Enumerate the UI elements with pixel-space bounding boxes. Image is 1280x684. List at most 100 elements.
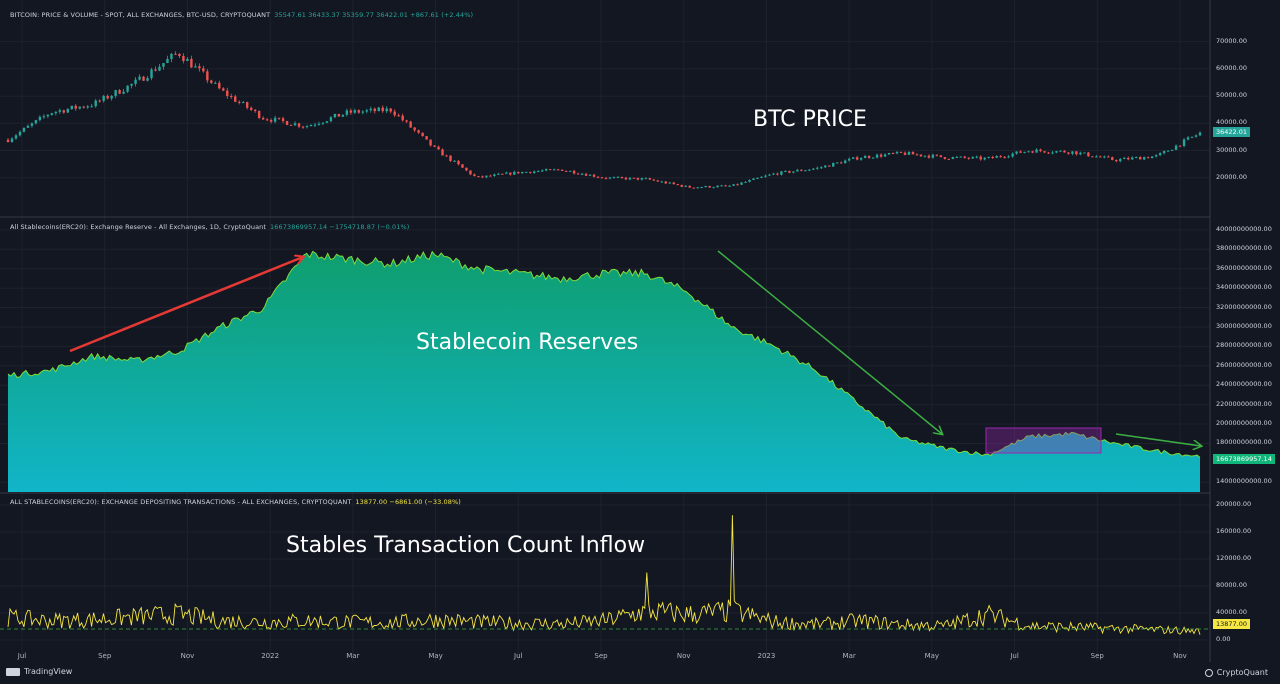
- price-candle: [752, 178, 755, 181]
- price-candle: [903, 152, 907, 155]
- price-candle: [58, 110, 62, 112]
- price-candle: [469, 170, 472, 175]
- price-candle: [1055, 151, 1058, 153]
- price-candle: [927, 155, 931, 158]
- price-candle: [1015, 151, 1018, 154]
- price-candle: [445, 155, 448, 157]
- price-candle: [871, 157, 875, 159]
- price-candle: [529, 171, 532, 173]
- price-candle: [285, 121, 289, 125]
- price-candle: [289, 124, 293, 126]
- price-candle: [832, 162, 835, 167]
- price-candle: [437, 146, 440, 150]
- price-candle: [776, 173, 779, 175]
- price-candle: [98, 100, 101, 102]
- price-last-tag: 36422.01: [1213, 127, 1251, 137]
- price-candle: [66, 109, 69, 113]
- price-candle: [828, 165, 831, 167]
- price-candle: [389, 108, 392, 112]
- price-candle: [1091, 156, 1094, 158]
- price-candle: [660, 181, 664, 183]
- price-candle: [628, 177, 632, 180]
- price-candle: [393, 111, 396, 116]
- price-candle: [218, 82, 221, 89]
- price-candle: [385, 108, 388, 112]
- x-tick-label: Nov: [1173, 652, 1187, 660]
- y-tick-label: 0.00: [1216, 635, 1231, 643]
- price-candle: [1083, 152, 1086, 154]
- price-candle: [544, 169, 548, 171]
- price-candle: [249, 107, 253, 110]
- price-candle: [1194, 135, 1198, 137]
- y-tick-label: 60000.00: [1216, 63, 1248, 72]
- price-candle: [373, 108, 376, 112]
- price-candle: [740, 182, 743, 185]
- price-candle: [1178, 145, 1182, 147]
- x-tick-label: Nov: [676, 652, 691, 660]
- price-candle: [313, 124, 317, 126]
- price-candle: [1162, 151, 1166, 154]
- y-tick-label: 160000.00: [1216, 527, 1252, 535]
- price-candle: [1142, 157, 1146, 160]
- price-candle: [297, 123, 301, 127]
- price-candle: [134, 79, 137, 84]
- price-candle: [1087, 152, 1090, 157]
- price-candle: [457, 160, 460, 165]
- price-candle: [851, 157, 855, 159]
- price-candle: [349, 110, 353, 113]
- price-candle: [497, 173, 500, 175]
- price-candle: [820, 167, 823, 169]
- price-candle: [708, 185, 711, 188]
- price-candle: [6, 139, 10, 142]
- price-candle: [1190, 136, 1194, 138]
- price-candle: [1071, 151, 1074, 154]
- price-candle: [261, 117, 265, 120]
- price-candle: [652, 179, 656, 181]
- price-candle: [461, 164, 464, 168]
- price-candle: [644, 178, 648, 180]
- price-candle: [230, 96, 233, 98]
- price-candle: [855, 157, 859, 160]
- x-tick-label: Mar: [346, 652, 360, 660]
- price-candle: [533, 171, 536, 173]
- x-tick-label: Sep: [1090, 652, 1104, 660]
- price-candle: [194, 66, 197, 68]
- price-candle: [74, 105, 77, 109]
- price-candle: [716, 185, 719, 188]
- price-candle: [182, 56, 185, 62]
- tradingview-logo[interactable]: TradingView: [6, 667, 72, 676]
- price-candle: [907, 151, 911, 155]
- price-candle: [1079, 152, 1082, 155]
- reserve-area: [8, 251, 1200, 492]
- price-candle: [939, 155, 943, 158]
- price-candle: [22, 127, 26, 132]
- price-candle: [995, 156, 998, 158]
- y-tick-label: 50000.00: [1216, 91, 1248, 100]
- price-candle: [94, 100, 97, 107]
- reserve-series: [7, 250, 1201, 492]
- price-candle: [592, 174, 596, 177]
- price-candle: [146, 78, 149, 81]
- price-candle: [86, 106, 89, 108]
- price-candle: [413, 127, 416, 131]
- price-candle: [166, 58, 169, 64]
- price-candle: [409, 121, 412, 128]
- x-tick-label: Jul: [514, 652, 523, 660]
- price-candle: [1154, 155, 1158, 157]
- price-candle: [485, 175, 488, 178]
- price-candle: [122, 91, 125, 94]
- y-tick-label: 40000000000.00: [1216, 224, 1272, 233]
- price-candle: [50, 113, 54, 115]
- reserve-last-tag: 16673869957.14: [1213, 454, 1275, 464]
- cryptoquant-logo[interactable]: CryptoQuant: [1204, 668, 1268, 677]
- price-candle: [584, 173, 588, 176]
- price-candle: [361, 111, 365, 113]
- price-candle: [692, 187, 695, 189]
- price-candle: [353, 110, 357, 113]
- price-candle: [955, 156, 959, 158]
- price-candle: [1158, 153, 1162, 156]
- price-candle: [1123, 157, 1126, 160]
- price-candle: [648, 178, 652, 180]
- y-tick-label: 32000000000.00: [1216, 302, 1272, 311]
- price-candle: [588, 174, 592, 176]
